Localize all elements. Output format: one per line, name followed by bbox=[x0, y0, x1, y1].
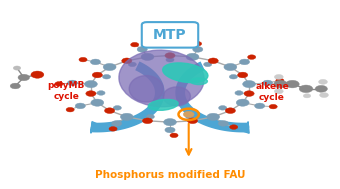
Circle shape bbox=[315, 85, 327, 92]
Circle shape bbox=[97, 91, 105, 95]
Circle shape bbox=[128, 62, 136, 67]
Circle shape bbox=[187, 118, 198, 124]
Circle shape bbox=[299, 85, 313, 93]
Circle shape bbox=[193, 46, 203, 52]
Ellipse shape bbox=[119, 50, 204, 107]
Circle shape bbox=[146, 115, 154, 119]
Ellipse shape bbox=[163, 63, 208, 83]
Circle shape bbox=[131, 42, 139, 47]
Circle shape bbox=[31, 71, 44, 78]
Circle shape bbox=[243, 81, 256, 88]
Circle shape bbox=[84, 81, 97, 88]
Circle shape bbox=[13, 66, 21, 70]
Circle shape bbox=[186, 53, 199, 60]
Circle shape bbox=[269, 104, 277, 109]
Circle shape bbox=[91, 99, 104, 106]
Circle shape bbox=[320, 93, 328, 98]
Circle shape bbox=[239, 59, 250, 65]
Circle shape bbox=[142, 118, 153, 124]
Circle shape bbox=[141, 53, 154, 60]
Circle shape bbox=[165, 127, 175, 133]
Polygon shape bbox=[91, 122, 106, 133]
Circle shape bbox=[103, 74, 111, 79]
Circle shape bbox=[18, 74, 30, 81]
Circle shape bbox=[92, 72, 102, 78]
Circle shape bbox=[286, 80, 299, 88]
Circle shape bbox=[248, 55, 256, 59]
Circle shape bbox=[113, 106, 121, 110]
Circle shape bbox=[236, 99, 249, 106]
Circle shape bbox=[103, 64, 116, 71]
Circle shape bbox=[218, 121, 228, 126]
Circle shape bbox=[274, 80, 287, 88]
Circle shape bbox=[262, 80, 273, 86]
Circle shape bbox=[67, 80, 78, 86]
Circle shape bbox=[244, 91, 254, 96]
Ellipse shape bbox=[129, 76, 163, 102]
Ellipse shape bbox=[190, 78, 207, 85]
Circle shape bbox=[90, 59, 101, 65]
Polygon shape bbox=[234, 122, 249, 133]
Circle shape bbox=[165, 53, 175, 58]
Circle shape bbox=[66, 107, 74, 112]
Ellipse shape bbox=[163, 87, 190, 106]
Circle shape bbox=[137, 46, 147, 52]
Circle shape bbox=[75, 103, 85, 109]
Circle shape bbox=[235, 91, 243, 95]
Circle shape bbox=[166, 57, 174, 62]
Circle shape bbox=[207, 113, 220, 120]
Text: alkene
cycle: alkene cycle bbox=[255, 82, 289, 102]
Text: MTP: MTP bbox=[153, 28, 187, 42]
Circle shape bbox=[55, 82, 63, 86]
Circle shape bbox=[274, 74, 283, 79]
Circle shape bbox=[274, 89, 283, 94]
Circle shape bbox=[229, 74, 237, 79]
Circle shape bbox=[86, 91, 96, 96]
Ellipse shape bbox=[148, 99, 178, 110]
Circle shape bbox=[224, 64, 237, 71]
Circle shape bbox=[238, 72, 248, 78]
Circle shape bbox=[104, 108, 115, 113]
Text: Phosphorus modified FAU: Phosphorus modified FAU bbox=[95, 170, 245, 180]
Circle shape bbox=[79, 57, 87, 62]
Circle shape bbox=[204, 62, 212, 67]
Circle shape bbox=[276, 78, 284, 83]
Circle shape bbox=[109, 127, 117, 131]
Circle shape bbox=[319, 79, 327, 84]
Circle shape bbox=[112, 121, 122, 126]
Circle shape bbox=[225, 108, 236, 113]
Circle shape bbox=[193, 41, 202, 46]
Circle shape bbox=[170, 133, 178, 138]
Circle shape bbox=[183, 111, 194, 117]
FancyBboxPatch shape bbox=[142, 22, 198, 48]
Circle shape bbox=[122, 58, 132, 64]
Text: polyMB
cycle: polyMB cycle bbox=[48, 81, 85, 101]
Circle shape bbox=[10, 83, 20, 89]
Circle shape bbox=[255, 103, 265, 109]
Circle shape bbox=[230, 125, 238, 129]
Circle shape bbox=[186, 115, 194, 119]
Circle shape bbox=[208, 58, 218, 64]
Circle shape bbox=[219, 106, 227, 110]
Circle shape bbox=[303, 94, 311, 98]
Circle shape bbox=[164, 119, 176, 126]
Circle shape bbox=[120, 113, 133, 120]
